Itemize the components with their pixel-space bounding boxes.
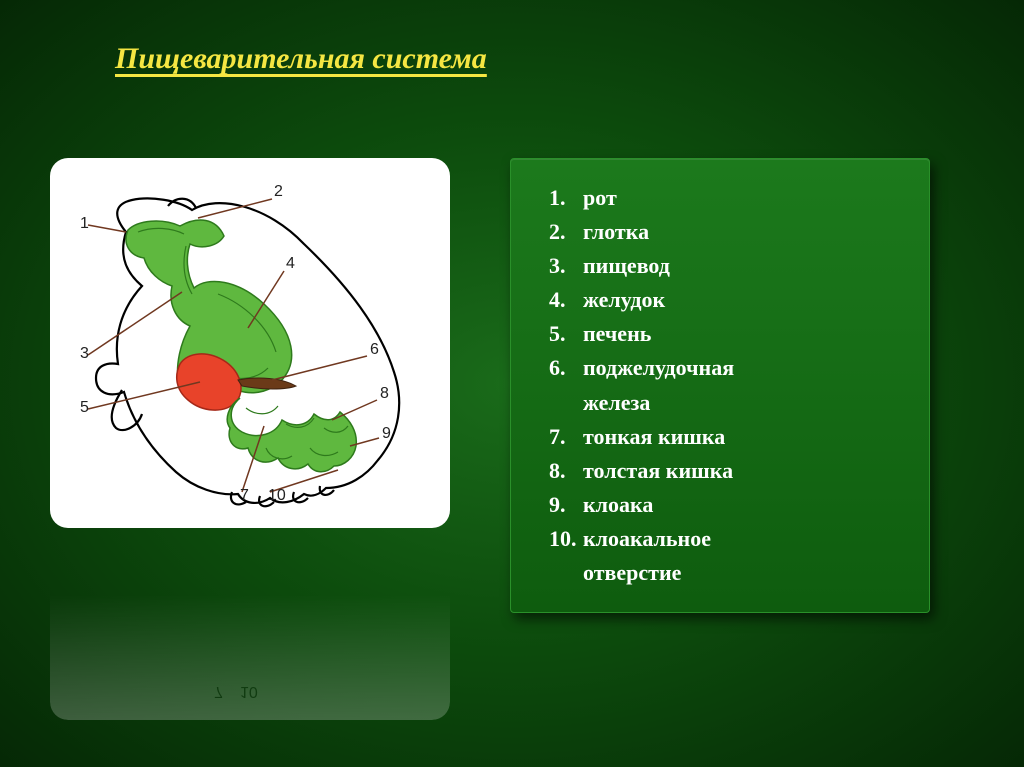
- legend-item: рот: [549, 181, 901, 215]
- legend-item: толстая кишка: [549, 454, 901, 488]
- legend-item: поджелудочная: [549, 351, 901, 385]
- diagram-number: 3: [80, 345, 89, 362]
- leader-line: [88, 292, 182, 355]
- diagram-number: 9: [382, 425, 391, 442]
- legend-item: глотка: [549, 215, 901, 249]
- diagram-number: 6: [370, 341, 379, 358]
- diagram-number: 5: [80, 399, 89, 416]
- diagram-number: 7: [240, 487, 249, 504]
- legend-item: тонкая кишка: [549, 420, 901, 454]
- diagram-number: 2: [274, 183, 283, 200]
- frog-svg: 1 2 3 4 5 6 7 8 9 10: [68, 176, 432, 510]
- diagram-reflection: 10 7: [50, 540, 450, 720]
- diagram-number: 4: [286, 255, 295, 272]
- diagram-card: 1 2 3 4 5 6 7 8 9 10: [50, 158, 450, 528]
- legend-panel: ротглоткапищеводжелудокпеченьподжелудочн…: [510, 158, 930, 613]
- leader-line: [198, 199, 272, 218]
- leader-line: [332, 400, 377, 420]
- frog-eye: [168, 199, 196, 208]
- diagram-number: 1: [80, 215, 89, 232]
- page-title: Пищеварительная система: [115, 42, 487, 76]
- legend-item: печень: [549, 317, 901, 351]
- legend-item: желудок: [549, 283, 901, 317]
- legend-item: клоака: [549, 488, 901, 522]
- diagram-number: 10: [268, 487, 286, 504]
- diagram-number: 8: [380, 385, 389, 402]
- legend-item-continuation: отверстие: [549, 556, 901, 590]
- legend-item-continuation: железа: [549, 386, 901, 420]
- legend-list: ротглоткапищеводжелудокпеченьподжелудочн…: [549, 181, 901, 590]
- legend-item: клоакальное: [549, 522, 901, 556]
- pancreas: [238, 378, 296, 389]
- leader-line: [88, 225, 126, 232]
- legend-item: пищевод: [549, 249, 901, 283]
- frog-diagram: 1 2 3 4 5 6 7 8 9 10: [68, 176, 432, 510]
